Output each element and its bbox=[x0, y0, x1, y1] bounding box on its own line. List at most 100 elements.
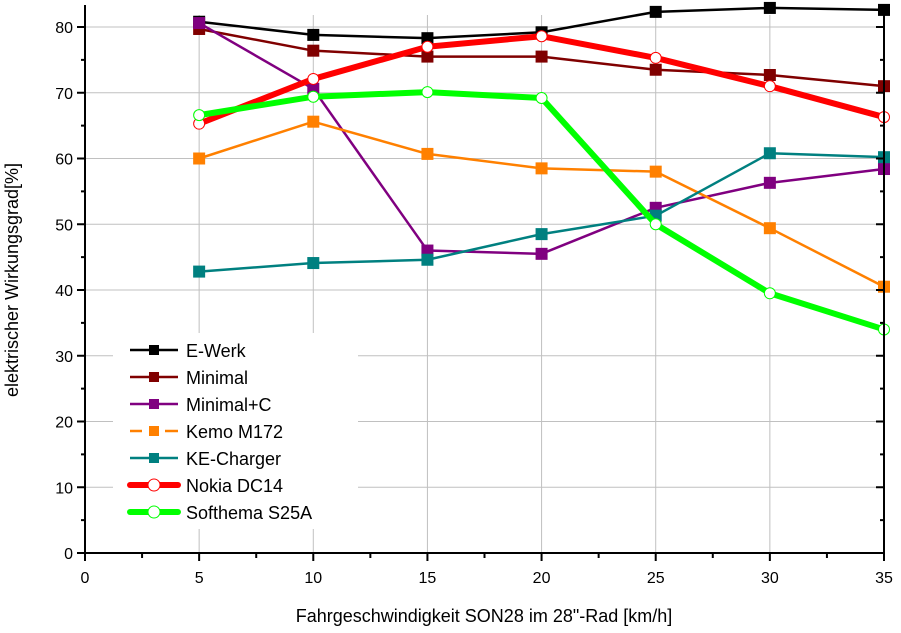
series-segment bbox=[652, 221, 773, 297]
series-segment bbox=[769, 151, 885, 159]
legend-label: Nokia DC14 bbox=[186, 476, 283, 496]
data-point bbox=[535, 247, 548, 260]
legend-label: Softhema S25A bbox=[186, 503, 312, 523]
data-point bbox=[421, 50, 434, 63]
series-segment bbox=[541, 55, 656, 71]
series-segment bbox=[198, 120, 314, 160]
data-point bbox=[535, 50, 548, 63]
series-minimal-c bbox=[193, 17, 890, 260]
y-tick-label: 10 bbox=[55, 480, 73, 497]
series-segment bbox=[198, 20, 314, 37]
series-segment bbox=[538, 95, 659, 228]
series-kemo-m172 bbox=[193, 115, 890, 293]
legend-label: E-Werk bbox=[186, 341, 247, 361]
series-segment bbox=[424, 89, 545, 102]
series-segment bbox=[541, 206, 657, 255]
series-segment bbox=[766, 290, 887, 333]
series-segment bbox=[427, 249, 542, 256]
y-tick-label: 0 bbox=[64, 546, 73, 563]
data-point bbox=[649, 5, 662, 18]
series-nokia-dc14 bbox=[193, 30, 890, 130]
data-point bbox=[421, 32, 434, 45]
y-axis-title: elektrischer Wirkungsgrad[%] bbox=[2, 163, 22, 397]
series-segment bbox=[313, 33, 428, 40]
data-point bbox=[307, 257, 320, 270]
series-segment bbox=[427, 31, 542, 40]
series-segment bbox=[538, 33, 659, 61]
legend: E-Werk Minimal Minimal+C Kemo M172 KE-Charge… bbox=[113, 333, 358, 529]
series-segment bbox=[198, 21, 314, 90]
legend-item: E-Werk bbox=[130, 341, 247, 361]
legend-marker bbox=[147, 505, 161, 519]
data-point bbox=[535, 162, 548, 175]
data-point bbox=[535, 228, 548, 241]
series-segment bbox=[313, 258, 428, 265]
y-tick-label: 50 bbox=[55, 217, 73, 234]
legend-label: Kemo M172 bbox=[186, 422, 283, 442]
data-point bbox=[421, 147, 434, 160]
legend-label: Minimal+C bbox=[186, 395, 272, 415]
series-segment bbox=[424, 33, 545, 50]
data-point bbox=[421, 253, 434, 266]
y-tick-label: 30 bbox=[55, 349, 73, 366]
series-segment bbox=[312, 88, 429, 252]
legend-marker bbox=[149, 345, 159, 355]
x-tick-label: 30 bbox=[761, 570, 779, 587]
series-segment bbox=[312, 120, 428, 156]
series-softhema-s25a bbox=[193, 86, 890, 336]
data-point bbox=[307, 115, 320, 128]
y-tick-label: 20 bbox=[55, 415, 73, 432]
x-tick-label: 0 bbox=[81, 570, 90, 587]
series-segment bbox=[310, 43, 431, 82]
legend-marker bbox=[149, 372, 159, 382]
series-segment bbox=[655, 6, 770, 14]
series-layer bbox=[193, 1, 890, 336]
series-segment bbox=[310, 89, 431, 100]
data-point bbox=[763, 176, 776, 189]
legend-marker bbox=[149, 426, 159, 436]
series-segment bbox=[313, 49, 428, 58]
grid bbox=[85, 15, 884, 553]
data-point bbox=[307, 90, 320, 103]
series-segment bbox=[541, 167, 656, 173]
series-segment bbox=[766, 83, 887, 121]
series-segment bbox=[655, 152, 771, 217]
series-segment bbox=[427, 152, 542, 170]
data-point bbox=[649, 165, 662, 178]
legend-label: KE-Charger bbox=[186, 449, 281, 469]
series-segment bbox=[196, 75, 317, 127]
data-point bbox=[307, 72, 320, 85]
series-segment bbox=[541, 10, 656, 34]
y-tick-label: 70 bbox=[55, 86, 73, 103]
data-point bbox=[763, 222, 776, 235]
data-point bbox=[763, 287, 776, 300]
legend-item: Minimal bbox=[130, 368, 248, 388]
series-segment bbox=[769, 6, 885, 12]
data-point bbox=[763, 80, 776, 93]
data-point bbox=[763, 147, 776, 160]
data-point bbox=[535, 92, 548, 105]
data-point bbox=[193, 265, 206, 278]
y-tick-label: 80 bbox=[55, 20, 73, 37]
series-segment bbox=[199, 261, 314, 273]
y-tick-label: 60 bbox=[55, 152, 73, 169]
legend-marker bbox=[149, 399, 159, 409]
x-tick-label: 25 bbox=[647, 570, 665, 587]
x-tick-label: 15 bbox=[419, 570, 437, 587]
x-tick-label: 35 bbox=[875, 570, 893, 587]
legend-label: Minimal bbox=[186, 368, 248, 388]
x-tick-label: 20 bbox=[533, 570, 551, 587]
series-segment bbox=[196, 93, 317, 119]
legend-marker bbox=[147, 478, 161, 492]
legend-item: Softhema S25A bbox=[127, 503, 312, 523]
data-point bbox=[649, 63, 662, 76]
legend-item: Kemo M172 bbox=[130, 422, 283, 442]
data-point bbox=[535, 30, 548, 43]
data-point bbox=[421, 40, 434, 53]
series-segment bbox=[769, 167, 885, 185]
data-point bbox=[421, 244, 434, 257]
data-point bbox=[193, 152, 206, 165]
legend-item: Nokia DC14 bbox=[127, 476, 283, 496]
series-segment bbox=[652, 54, 773, 90]
series-segment bbox=[427, 232, 542, 261]
